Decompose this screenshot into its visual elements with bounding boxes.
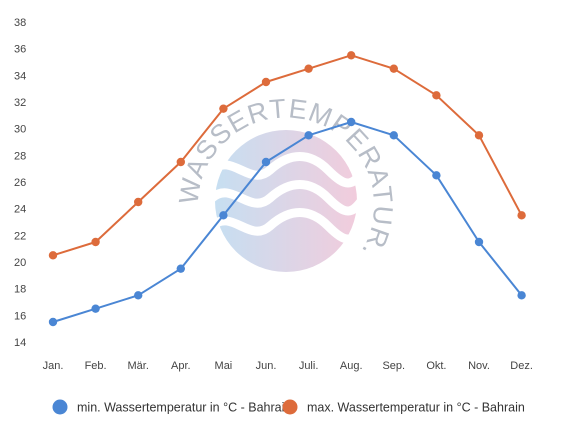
y-tick-label: 14 [14,337,26,349]
x-tick-label: Dez. [510,360,533,372]
watermark-logo: WASSERTEMPERATUR.ORG [0,0,397,272]
data-point [176,264,185,273]
x-tick-label: Mär. [127,360,148,372]
data-point [48,251,58,260]
data-point [134,197,143,207]
data-point [517,291,526,300]
data-point [91,304,100,313]
y-tick-label: 30 [14,124,26,136]
x-tick-label: Apr. [171,360,191,372]
data-point [176,157,185,167]
data-point [389,131,398,140]
data-point [48,317,58,327]
x-tick-label: Okt. [426,360,446,372]
data-point [91,237,100,247]
legend-marker [52,399,68,415]
x-tick-label: Jun. [256,360,277,372]
data-point [432,91,441,100]
x-axis-ticks: Jan. Feb. Mär. Apr. Mai Jun. Juli. Aug. Sep. Okt.… [43,360,533,372]
y-tick-label: 38 [14,17,26,29]
data-point [474,237,484,247]
watermark-wave-icon [207,208,367,244]
data-point [347,51,356,60]
data-point [432,171,441,180]
series-max [48,51,526,260]
data-point [134,291,143,300]
x-tick-label: Mai [215,360,233,372]
y-tick-label: 20 [14,257,26,269]
data-point [219,104,228,113]
data-point [219,211,228,220]
x-tick-label: Aug. [340,360,363,372]
data-point [517,211,526,220]
y-axis-ticks: 14 16 18 20 22 24 26 28 30 32 34 36 38 [14,17,26,349]
watermark-wave-icon [207,152,367,188]
y-tick-label: 28 [14,150,26,162]
y-tick-label: 24 [14,204,26,216]
y-tick-label: 32 [14,97,26,109]
y-tick-label: 18 [14,284,26,296]
data-point [261,77,271,87]
series-layer [48,51,526,327]
y-tick-label: 26 [14,177,26,189]
data-point [347,117,356,127]
y-tick-label: 34 [14,70,26,82]
y-tick-label: 22 [14,230,26,242]
series-min [48,117,526,327]
legend-label: max. Wassertemperatur in °C - Bahrain [307,401,525,415]
legend: min. Wassertemperatur in °C - Bahrain max… [52,399,525,415]
data-point [389,64,398,73]
data-point [304,64,313,73]
y-tick-label: 16 [14,310,26,322]
series-line [52,121,523,323]
y-tick-label: 36 [14,44,26,56]
data-point [304,131,313,140]
x-tick-label: Feb. [85,360,107,372]
data-point [474,131,484,140]
legend-label: min. Wassertemperatur in °C - Bahrain [77,401,291,415]
series-line [52,54,523,257]
x-tick-label: Juli. [299,360,319,372]
x-tick-label: Sep. [382,360,405,372]
data-point [261,157,271,167]
x-tick-label: Jan. [43,360,64,372]
x-tick-label: Nov. [468,360,490,372]
legend-marker [282,399,298,415]
